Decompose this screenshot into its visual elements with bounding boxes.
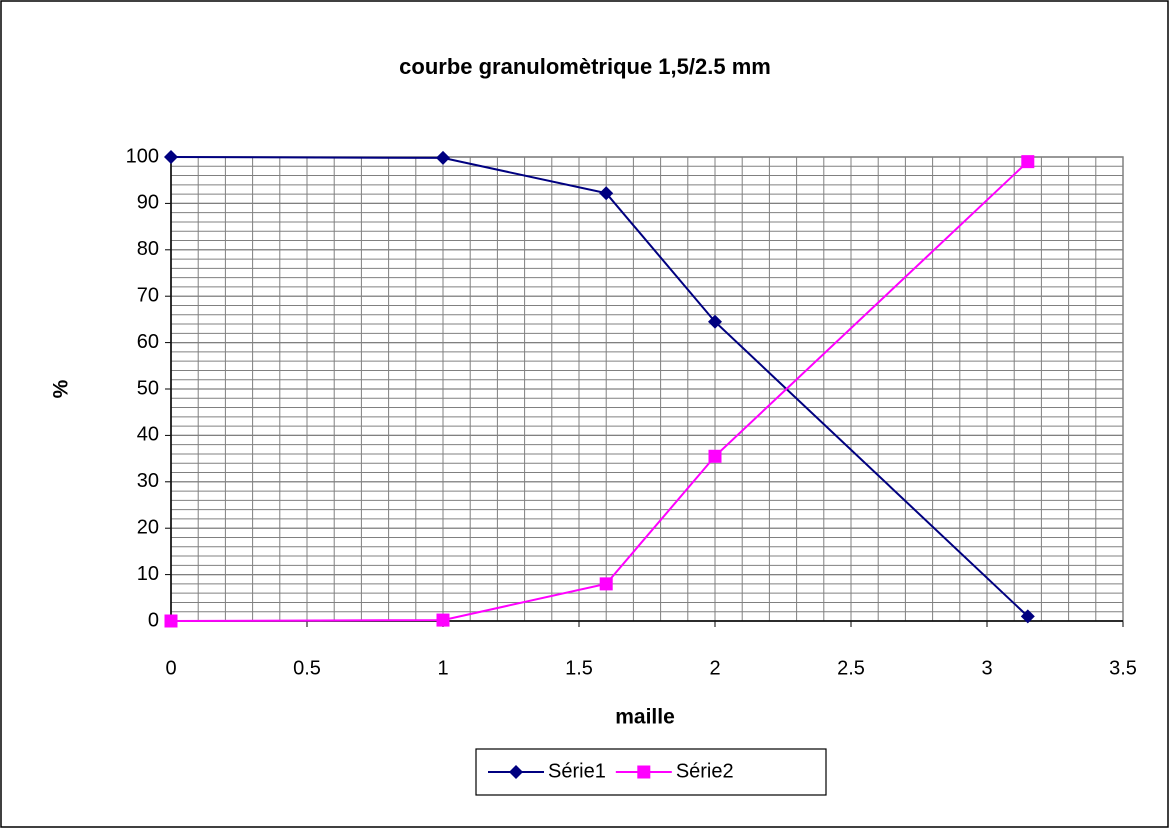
y-tick-label: 20: [137, 516, 159, 538]
marker: [1020, 609, 1035, 624]
y-tick-label: 0: [148, 609, 159, 631]
marker: [436, 613, 450, 627]
x-tick-label: 3.5: [1109, 657, 1137, 679]
plot: [164, 150, 1035, 628]
marker: [599, 577, 613, 591]
x-tick-label: 3: [981, 657, 992, 679]
marker: [708, 449, 722, 463]
legend: Série1 Série2: [475, 748, 827, 796]
x-tick-label: 2.5: [837, 657, 865, 679]
marker: [599, 186, 614, 201]
x-tick-label: 0: [165, 657, 176, 679]
y-tick-label: 60: [137, 331, 159, 353]
marker: [436, 150, 450, 165]
marker: [708, 314, 722, 329]
marker: [164, 614, 178, 628]
y-tick-label: 80: [137, 238, 159, 260]
legend-label: Série1: [548, 760, 606, 782]
y-tick-label: 90: [137, 192, 159, 214]
x-tick-label: 0.5: [293, 657, 321, 679]
y-tick-label: 40: [137, 424, 159, 446]
y-axis-title: %: [50, 379, 73, 398]
y-tick-label: 50: [137, 377, 159, 399]
y-tick-label: 30: [137, 470, 159, 492]
y-tick-label: 10: [137, 563, 159, 585]
x-tick-label: 1: [437, 657, 448, 679]
x-tick-label: 2: [709, 657, 720, 679]
x-tick-label: 1.5: [565, 657, 593, 679]
chart-title: courbe granulomètrique 1,5/2.5 mm: [399, 54, 771, 79]
legend-label: Série2: [676, 760, 734, 782]
y-tick-label: 70: [137, 284, 159, 306]
y-tick-label: 100: [126, 145, 159, 167]
marker: [164, 150, 178, 164]
marker: [637, 765, 651, 779]
marker: [509, 765, 523, 779]
x-axis-title: maille: [615, 706, 675, 729]
marker: [1021, 155, 1035, 169]
